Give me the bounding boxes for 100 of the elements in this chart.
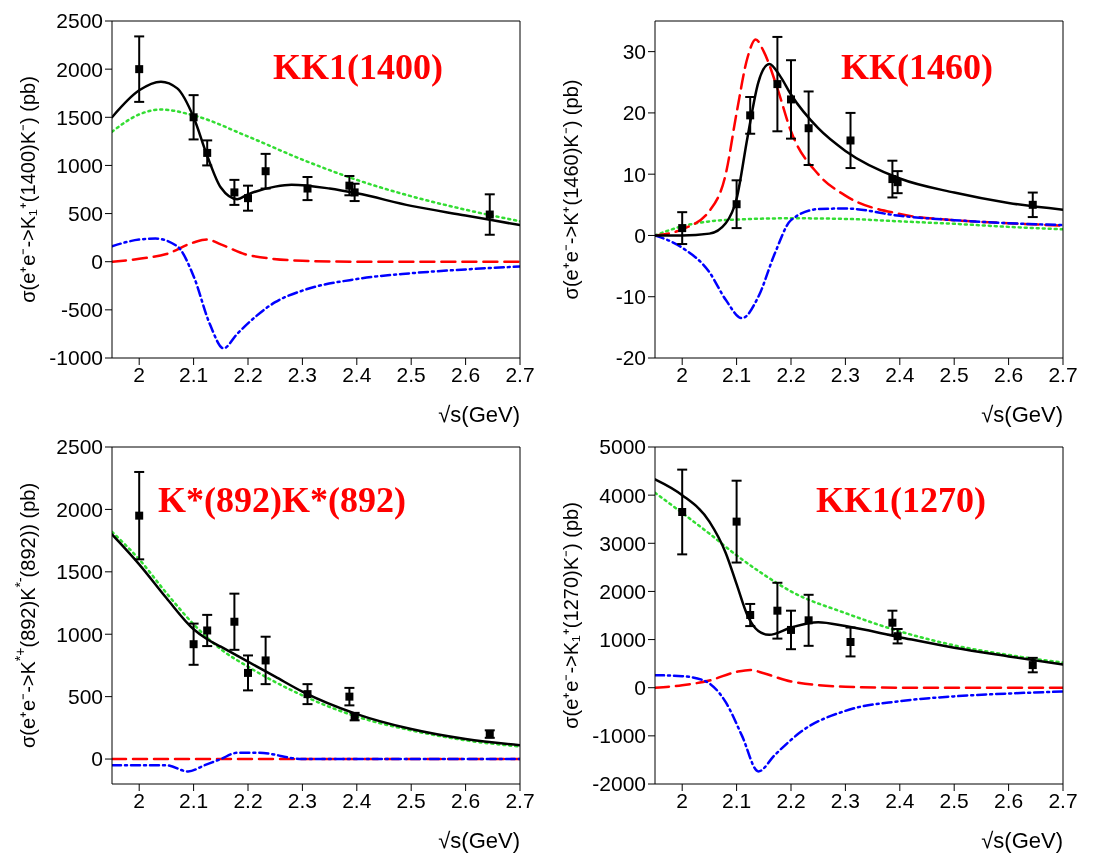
- point: [230, 617, 239, 626]
- y-tick-label: 2500: [56, 435, 103, 459]
- point: [678, 224, 687, 233]
- x-tick-label: 2: [676, 788, 689, 812]
- point: [746, 611, 755, 620]
- x-tick-label: 2.3: [830, 788, 860, 812]
- x-tick-label: 2.2: [233, 788, 263, 812]
- point: [1028, 200, 1037, 209]
- point: [261, 167, 270, 176]
- x-axis-title: √s(GeV): [438, 402, 520, 427]
- y-tick-label: 4000: [599, 483, 646, 507]
- point: [787, 95, 795, 104]
- x-tick-label: 2.1: [722, 362, 752, 386]
- point: [678, 507, 687, 516]
- y-axis-title: σ(e⁺e⁻->K⁺(1460)K⁻) (pb): [560, 79, 582, 300]
- y-tick-label: 1000: [56, 622, 103, 646]
- point: [261, 656, 270, 665]
- x-tick-label: 2.2: [776, 788, 806, 812]
- point: [350, 188, 359, 197]
- point: [787, 625, 795, 634]
- x-tick-label: 2.2: [233, 362, 263, 386]
- point: [804, 616, 813, 625]
- y-tick-label: -500: [60, 298, 103, 322]
- point: [189, 113, 198, 122]
- x-tick-label: 2.4: [342, 362, 372, 386]
- y-tick-label: 0: [91, 250, 103, 274]
- x-tick-label: 2: [676, 362, 689, 386]
- point: [230, 188, 239, 197]
- x-tick-label: 2.7: [1048, 362, 1078, 386]
- point: [732, 517, 741, 526]
- point: [345, 692, 354, 701]
- x-tick-label: 2.5: [396, 788, 426, 812]
- x-tick-label: 2.7: [505, 362, 535, 386]
- y-tick-label: -2000: [592, 772, 646, 796]
- x-tick-label: 2.6: [451, 362, 481, 386]
- x-axis-title: √s(GeV): [981, 828, 1063, 853]
- y-tick-label: 3000: [599, 531, 646, 555]
- line-series: [112, 238, 520, 263]
- y-tick-label: 30: [622, 40, 646, 64]
- y-tick-label: 10: [622, 162, 646, 186]
- point: [345, 181, 354, 190]
- x-tick-label: 2.4: [885, 788, 915, 812]
- x-tick-label: 2: [133, 788, 146, 812]
- y-tick-label: 500: [67, 685, 103, 709]
- x-tick-label: 2: [133, 362, 146, 386]
- y-tick-label: 2500: [56, 9, 103, 33]
- x-tick-label: 2.5: [396, 362, 426, 386]
- point: [244, 668, 252, 677]
- y-tick-label: 2000: [599, 579, 646, 603]
- point: [746, 111, 755, 120]
- y-tick-label: 1500: [56, 105, 103, 129]
- point: [773, 606, 782, 615]
- annotation: KK1(1270): [816, 479, 986, 521]
- x-tick-label: 2.5: [939, 362, 969, 386]
- point: [135, 65, 144, 74]
- y-tick-label: -20: [615, 346, 646, 370]
- x-tick-label: 2.1: [722, 788, 752, 812]
- point: [804, 124, 813, 133]
- x-tick-label: 2.6: [994, 362, 1024, 386]
- x-tick-label: 2.5: [939, 788, 969, 812]
- x-tick-label: 2.3: [287, 362, 317, 386]
- point: [203, 148, 212, 157]
- line-series: [112, 237, 520, 350]
- point: [244, 194, 252, 203]
- y-tick-label: -10: [615, 285, 646, 309]
- line-series: [655, 673, 1063, 773]
- line-series: [112, 108, 520, 223]
- x-tick-label: 2.2: [776, 362, 806, 386]
- point: [485, 210, 494, 219]
- y-tick-label: 20: [622, 101, 646, 125]
- point: [893, 632, 902, 641]
- y-tick-label: -1000: [592, 724, 646, 748]
- y-axis-title: σ(e⁺e⁻->K₁⁺(1270)K⁻) (pb): [560, 502, 582, 729]
- y-tick-label: 1000: [56, 153, 103, 177]
- x-tick-label: 2.6: [994, 788, 1024, 812]
- y-tick-label: 5000: [599, 435, 646, 459]
- x-tick-label: 2.3: [830, 362, 860, 386]
- point: [303, 184, 312, 193]
- point: [846, 637, 855, 646]
- x-axis-title: √s(GeV): [438, 828, 520, 853]
- y-tick-label: 0: [634, 223, 646, 247]
- point: [773, 80, 782, 89]
- annotation: KK1(1400): [273, 46, 443, 88]
- x-tick-label: 2.3: [287, 788, 317, 812]
- line-series: [655, 668, 1063, 689]
- point: [732, 200, 741, 209]
- x-tick-label: 2.7: [1048, 788, 1078, 812]
- y-tick-label: 1000: [599, 628, 646, 652]
- point: [189, 640, 198, 649]
- point: [303, 690, 312, 699]
- y-tick-label: 1500: [56, 560, 103, 584]
- point: [888, 618, 897, 627]
- x-axis-title: √s(GeV): [981, 402, 1063, 427]
- y-tick-label: 2000: [56, 497, 103, 521]
- y-tick-label: 0: [91, 747, 103, 771]
- x-tick-label: 2.4: [885, 362, 915, 386]
- point: [846, 136, 855, 145]
- y-tick-label: 0: [634, 676, 646, 700]
- y-tick-label: 500: [67, 202, 103, 226]
- point: [1028, 661, 1037, 670]
